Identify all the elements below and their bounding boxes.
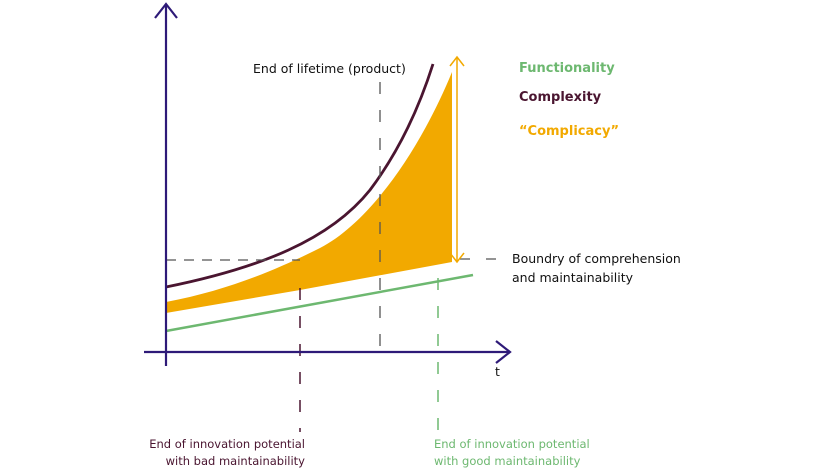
end-of-lifetime-label: End of lifetime (product) bbox=[253, 61, 406, 76]
legend-functionality: Functionality bbox=[519, 61, 615, 76]
x-axis bbox=[144, 340, 512, 364]
bad-maintainability-label-line1: End of innovation potential bbox=[149, 437, 305, 451]
boundary-label-line1: Boundry of comprehension bbox=[512, 251, 681, 266]
legend-complexity: Complexity bbox=[519, 90, 602, 105]
complexity-curve bbox=[165, 63, 435, 289]
good-maintainability-label-line1: End of innovation potential bbox=[434, 437, 590, 451]
complicacy-double-arrow bbox=[449, 55, 465, 264]
good-maintainability-label-line2: with good maintainability bbox=[434, 454, 581, 468]
y-axis bbox=[154, 2, 178, 366]
functionality-line bbox=[165, 273, 474, 333]
bad-maintainability-label-line2: with bad maintainability bbox=[166, 454, 306, 468]
legend-complicacy: “Complicacy” bbox=[519, 124, 619, 139]
boundary-label-line2: and maintainability bbox=[512, 270, 634, 285]
x-axis-label: t bbox=[495, 364, 500, 379]
